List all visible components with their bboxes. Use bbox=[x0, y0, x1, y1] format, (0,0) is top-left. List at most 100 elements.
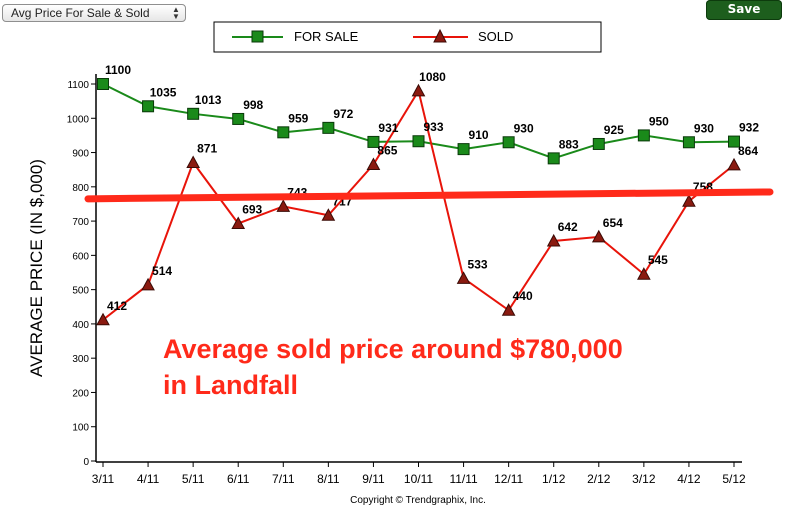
chart-annotations: Average sold price around $780,000 in Lan… bbox=[84, 188, 774, 400]
legend-sold-label: SOLD bbox=[478, 29, 513, 44]
for-sale-point bbox=[728, 135, 740, 148]
sold-value-label: 545 bbox=[648, 253, 668, 267]
for-sale-value-label: 931 bbox=[378, 121, 398, 135]
save-graph-button[interactable]: Save Graph bbox=[706, 0, 782, 35]
sold-value-label: 533 bbox=[468, 257, 488, 271]
x-tick-label: 5/11 bbox=[182, 472, 205, 486]
y-tick-label: 400 bbox=[72, 320, 89, 331]
sold-value-label: 864 bbox=[738, 144, 758, 158]
x-tick-label: 4/12 bbox=[677, 472, 701, 486]
average-trend-line bbox=[84, 188, 774, 203]
legend-box bbox=[213, 21, 602, 53]
legend-for-sale-marker bbox=[251, 30, 264, 43]
x-tick-label: 2/12 bbox=[587, 472, 611, 486]
sold-point bbox=[727, 157, 741, 171]
sold-point bbox=[546, 233, 561, 247]
for-sale-point bbox=[592, 137, 605, 150]
x-tick-label: 3/12 bbox=[632, 472, 656, 486]
chart-axes: 0 100 200 300 400 500 600 700 800 900 1000 1100 3/11… bbox=[27, 74, 746, 506]
y-tick-label: 100 bbox=[72, 423, 89, 434]
sold-value-label: 514 bbox=[152, 264, 172, 278]
y-tick-label: 300 bbox=[72, 354, 89, 365]
x-tick-label: 9/11 bbox=[362, 472, 385, 486]
chart-type-dropdown[interactable]: Avg Price For Sale & Sold ▲ ▼ bbox=[2, 4, 186, 22]
y-tick-label: 800 bbox=[72, 183, 89, 194]
for-sale-value-label: 933 bbox=[423, 120, 443, 134]
for-sale-value-label: 1100 bbox=[105, 63, 131, 77]
sold-point bbox=[591, 229, 606, 243]
for-sale-point bbox=[142, 100, 155, 113]
x-tick-label: 11/11 bbox=[449, 472, 478, 486]
x-tick-label: 12/11 bbox=[494, 472, 523, 486]
x-tick-label: 5/12 bbox=[722, 472, 746, 486]
sold-point bbox=[456, 271, 471, 284]
sold-point bbox=[682, 194, 696, 207]
x-tick-label: 3/11 bbox=[92, 472, 115, 486]
sold-point bbox=[637, 267, 651, 280]
for-sale-point bbox=[502, 136, 515, 149]
for-sale-point bbox=[277, 126, 290, 139]
dropdown-arrows-icon: ▲ ▼ bbox=[172, 5, 180, 21]
for-sale-point bbox=[367, 135, 380, 148]
for-sale-value-label: 883 bbox=[559, 137, 579, 151]
sold-point bbox=[231, 216, 246, 229]
for-sale-value-label: 930 bbox=[514, 121, 534, 135]
sold-point bbox=[141, 277, 155, 291]
for-sale-point bbox=[97, 78, 109, 90]
y-axis-title: AVERAGE PRICE (IN $,000) bbox=[27, 159, 46, 377]
copyright-text: Copyright © Trendgraphix, Inc. bbox=[350, 495, 486, 506]
y-tick-label: 1000 bbox=[67, 114, 90, 125]
sold-value-label: 654 bbox=[603, 216, 623, 230]
y-tick-label: 1100 bbox=[67, 80, 89, 91]
for-sale-point bbox=[187, 107, 200, 120]
y-tick-label: 500 bbox=[72, 286, 89, 297]
for-sale-point bbox=[322, 121, 335, 134]
sold-value-label: 642 bbox=[558, 220, 578, 234]
for-sale-value-label: 1013 bbox=[195, 93, 222, 107]
y-tick-label: 200 bbox=[72, 388, 89, 399]
sold-point bbox=[276, 199, 291, 212]
y-tick-label: 700 bbox=[72, 217, 89, 228]
for-sale-value-label: 910 bbox=[469, 128, 489, 142]
for-sale-point bbox=[547, 152, 560, 165]
for-sale-point bbox=[637, 129, 650, 142]
annotation-text-line: in Landfall bbox=[163, 370, 298, 400]
legend-for-sale-label: FOR SALE bbox=[294, 29, 359, 44]
x-tick-label: 4/11 bbox=[137, 472, 160, 486]
sold-point bbox=[186, 155, 200, 168]
sold-value-label: 693 bbox=[242, 202, 262, 216]
for-sale-value-label: 998 bbox=[243, 98, 263, 112]
for-sale-value-label: 932 bbox=[739, 121, 759, 135]
y-tick-label: 900 bbox=[72, 149, 89, 160]
sold-point bbox=[321, 208, 336, 221]
x-tick-label: 6/11 bbox=[227, 472, 250, 486]
x-tick-label: 1/12 bbox=[542, 472, 566, 486]
for-sale-point bbox=[457, 143, 470, 156]
sold-value-label: 871 bbox=[197, 141, 217, 155]
sold-line bbox=[102, 88, 735, 321]
sold-point bbox=[411, 83, 426, 97]
sold-point bbox=[366, 157, 381, 171]
chart-legend: FOR SALE SOLD bbox=[213, 21, 602, 53]
y-tick-label: 600 bbox=[72, 251, 89, 262]
for-sale-value-label: 950 bbox=[649, 114, 669, 128]
for-sale-value-label: 925 bbox=[604, 123, 624, 137]
x-tick-label: 7/11 bbox=[272, 472, 295, 486]
sold-value-label: 1080 bbox=[419, 70, 446, 84]
sold-point bbox=[96, 312, 110, 326]
for-sale-value-label: 972 bbox=[333, 107, 353, 121]
sold-point bbox=[501, 303, 516, 316]
sold-value-label: 865 bbox=[377, 144, 397, 158]
for-sale-value-label: 959 bbox=[288, 111, 308, 125]
for-sale-point bbox=[682, 136, 695, 149]
x-tick-label: 8/11 bbox=[317, 472, 340, 486]
for-sale-value-label: 1035 bbox=[150, 85, 177, 99]
x-tick-label: 10/11 bbox=[404, 472, 433, 486]
for-sale-point bbox=[232, 112, 245, 125]
sold-value-label: 412 bbox=[107, 299, 127, 313]
for-sale-point bbox=[412, 135, 425, 148]
for-sale-value-label: 930 bbox=[694, 121, 714, 135]
y-tick-label: 0 bbox=[83, 457, 89, 468]
legend-sold-marker bbox=[433, 28, 447, 43]
